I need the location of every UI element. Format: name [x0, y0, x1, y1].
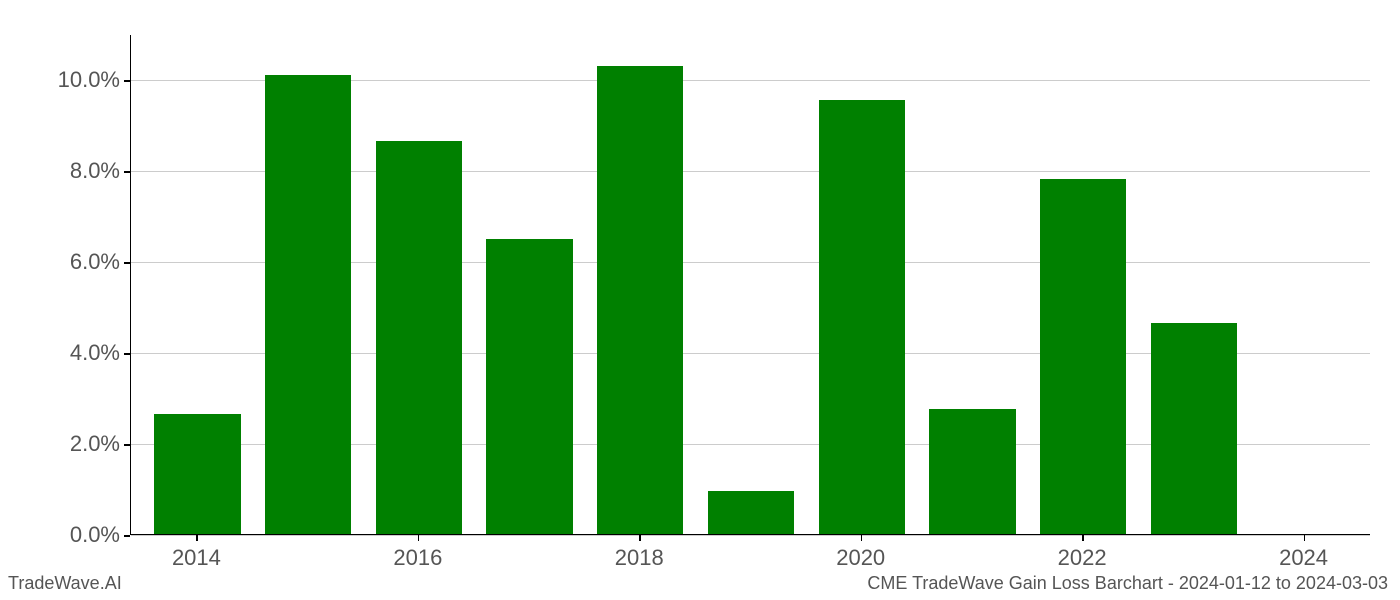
x-tick-label: 2016: [393, 545, 442, 571]
y-tick-mark: [124, 535, 130, 537]
x-tick-mark: [1082, 535, 1084, 541]
x-tick-label: 2020: [836, 545, 885, 571]
y-tick-label: 0.0%: [10, 522, 120, 548]
x-tick-mark: [196, 535, 198, 541]
y-tick-label: 6.0%: [10, 249, 120, 275]
gridline: [131, 535, 1370, 536]
footer-right-label: CME TradeWave Gain Loss Barchart - 2024-…: [867, 573, 1388, 594]
y-tick-mark: [124, 353, 130, 355]
y-tick-mark: [124, 171, 130, 173]
y-tick-label: 8.0%: [10, 158, 120, 184]
bar-2019: [708, 491, 794, 534]
y-tick-label: 2.0%: [10, 431, 120, 457]
x-tick-label: 2024: [1279, 545, 1328, 571]
x-tick-label: 2014: [172, 545, 221, 571]
bar-2014: [154, 414, 240, 534]
x-tick-mark: [1304, 535, 1306, 541]
x-tick-mark: [861, 535, 863, 541]
bar-2021: [929, 409, 1015, 534]
x-tick-label: 2022: [1058, 545, 1107, 571]
y-tick-label: 4.0%: [10, 340, 120, 366]
x-tick-label: 2018: [615, 545, 664, 571]
bar-2016: [376, 141, 462, 534]
chart-container: 0.0% 2.0% 4.0% 6.0% 8.0% 10.0% 2014 2016 2018 20…: [0, 0, 1400, 600]
bar-2022: [1040, 179, 1126, 534]
bar-2017: [486, 239, 572, 534]
bar-2023: [1151, 323, 1237, 534]
bar-2018: [597, 66, 683, 534]
y-tick-mark: [124, 80, 130, 82]
y-tick-mark: [124, 444, 130, 446]
bar-2015: [265, 75, 351, 534]
footer-left-label: TradeWave.AI: [8, 573, 122, 594]
x-tick-mark: [418, 535, 420, 541]
y-tick-mark: [124, 262, 130, 264]
x-tick-mark: [639, 535, 641, 541]
y-tick-label: 10.0%: [10, 67, 120, 93]
bar-2020: [819, 100, 905, 534]
plot-area: [130, 35, 1370, 535]
